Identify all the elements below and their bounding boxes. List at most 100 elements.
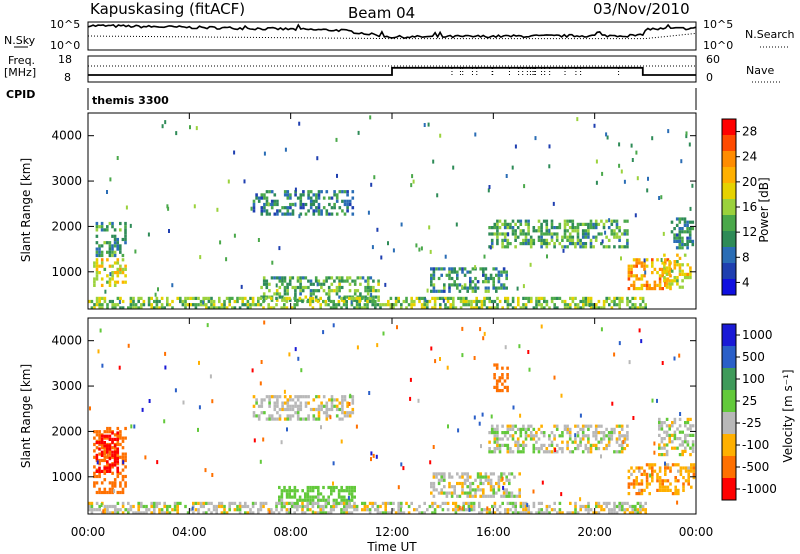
heatmap-cell: [259, 381, 262, 386]
heatmap-cell: [503, 385, 507, 389]
heatmap-cell: [98, 442, 101, 447]
heatmap-cell: [471, 488, 475, 492]
heatmap-cell: [495, 366, 499, 370]
heatmap-cell: [244, 504, 247, 509]
heatmap-cell: [366, 306, 369, 310]
heatmap-cell: [635, 274, 638, 278]
heatmap-cell: [303, 511, 307, 515]
heatmap-cell: [501, 373, 504, 377]
heatmap-cell: [296, 303, 299, 307]
heatmap-cell: [281, 212, 284, 216]
heatmap-cell: [280, 492, 284, 496]
heatmap-cell: [109, 177, 112, 182]
heatmap-cell: [98, 462, 101, 466]
heatmap-cell: [316, 501, 320, 505]
heatmap-cell: [351, 401, 355, 405]
heatmap-cell: [333, 202, 336, 207]
heatmap-cell: [574, 303, 577, 307]
heatmap-cell: [249, 306, 252, 310]
heatmap-cell: [433, 508, 437, 512]
heatmap-cell: [100, 264, 104, 268]
heatmap-cell: [546, 254, 548, 259]
heatmap-cell: [454, 511, 458, 515]
heatmap-cell: [581, 242, 585, 246]
heatmap-cell: [210, 501, 213, 505]
heatmap-cell: [129, 296, 133, 300]
heatmap-cell: [262, 292, 266, 296]
heatmap-cell: [490, 245, 494, 249]
heatmap-cell: [610, 431, 614, 435]
heatmap-cell: [108, 250, 112, 254]
heatmap-cell: [119, 264, 122, 268]
heatmap-cell: [113, 460, 117, 464]
nsky-label: N.Sky: [4, 34, 36, 47]
heatmap-cell: [106, 444, 109, 448]
heatmap-cell: [469, 488, 472, 492]
heatmap-cell: [312, 282, 315, 286]
heatmap-cell: [108, 511, 112, 515]
heatmap-cell: [558, 501, 562, 505]
heatmap-cell: [673, 430, 677, 434]
heatmap-cell: [103, 441, 106, 445]
heatmap-cell: [327, 298, 331, 302]
heatmap-cell: [687, 482, 690, 486]
heatmap-cell: [466, 494, 469, 498]
heatmap-cell: [627, 277, 631, 281]
heatmap-cell: [319, 303, 322, 307]
heatmap-cell: [358, 299, 361, 304]
heatmap-cell: [384, 508, 387, 512]
heatmap-cell: [561, 511, 564, 515]
heatmap-cell: [273, 407, 277, 412]
heatmap-cell: [456, 481, 459, 486]
heatmap-cell: [299, 212, 303, 216]
heatmap-cell: [610, 427, 614, 431]
heatmap-cell: [268, 404, 271, 408]
heatmap-cell: [686, 417, 690, 421]
heatmap-cell: [281, 298, 284, 302]
heatmap-cell: [163, 501, 166, 505]
heatmap-cell: [674, 463, 677, 467]
heatmap-cell: [540, 296, 543, 300]
heatmap-cell: [314, 495, 317, 499]
heatmap-cell: [341, 190, 344, 194]
heatmap-cell: [111, 274, 114, 278]
heatmap-cell: [116, 457, 119, 461]
heatmap-cell: [501, 382, 504, 386]
heatmap-cell: [233, 233, 236, 238]
heatmap-cell: [309, 508, 312, 512]
heatmap-cell: [689, 272, 692, 276]
heatmap-cell: [265, 196, 269, 200]
heatmap-cell: [566, 427, 569, 431]
heatmap-cell: [446, 306, 450, 310]
heatmap-cell: [328, 398, 331, 402]
heatmap-cell: [283, 298, 287, 302]
heatmap-cell: [238, 511, 242, 515]
heatmap-cell: [638, 287, 641, 291]
heatmap-cell: [461, 491, 464, 495]
heatmap-cell: [98, 471, 101, 475]
heatmap-cell: [142, 504, 146, 509]
heatmap-cell: [660, 258, 663, 262]
heatmap-cell: [296, 411, 300, 415]
heatmap-cell: [353, 504, 356, 509]
heatmap-cell: [452, 296, 455, 300]
heatmap-cell: [246, 511, 250, 515]
heatmap-cell: [322, 508, 325, 512]
heatmap-cell: [111, 446, 114, 450]
heatmap-cell: [124, 465, 127, 469]
heatmap-cell: [668, 269, 671, 273]
heatmap-cell: [524, 296, 528, 300]
heatmap-cell: [630, 267, 633, 271]
heatmap-cell: [337, 303, 341, 307]
heatmap-cell: [111, 504, 114, 509]
heatmap-cell: [692, 469, 696, 473]
heatmap-cell: [111, 264, 114, 268]
heatmap-cell: [566, 229, 569, 233]
heatmap-cell: [351, 398, 355, 402]
heatmap-cell: [280, 495, 284, 499]
heatmap-cell: [283, 489, 286, 493]
heatmap-cell: [262, 276, 266, 280]
heatmap-cell: [509, 222, 512, 226]
heatmap-cell: [516, 437, 520, 441]
heatmap-cell: [281, 282, 284, 286]
